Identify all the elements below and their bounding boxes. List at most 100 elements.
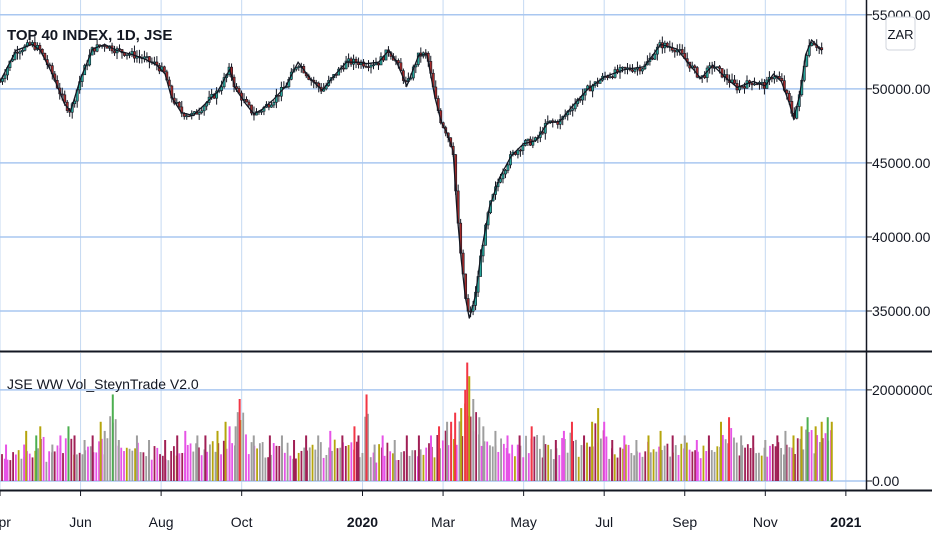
volume-bar [533, 436, 536, 481]
currency-badge[interactable]: ZAR [885, 16, 916, 51]
volume-bar [649, 452, 652, 481]
volume-bar [724, 439, 727, 481]
volume-bar [195, 443, 197, 481]
volume-bar [156, 447, 159, 481]
volume-bar [813, 453, 816, 481]
volume-bar [400, 452, 403, 481]
volume-bar [51, 444, 54, 481]
candle-body [63, 94, 67, 103]
time-axis: Apr Jun Aug Oct 2020 Mar May Jul Sep Nov 2021 [0, 491, 862, 530]
volume-bar [283, 452, 286, 481]
candle-body [103, 45, 106, 47]
candle-body [272, 101, 276, 106]
volume-bar [518, 435, 521, 481]
volume-bar [353, 426, 356, 481]
volume-bar [422, 454, 425, 481]
candle-body [197, 112, 201, 115]
volume-bar [170, 450, 173, 481]
candle-body [653, 53, 657, 60]
volume-bar [350, 442, 353, 481]
volume-bar [446, 421, 449, 481]
candle-body [260, 110, 263, 113]
volume-bar [314, 449, 317, 481]
candle-body [578, 99, 582, 101]
volume-bar [178, 453, 181, 481]
volume-bar [466, 362, 469, 481]
volume-bar [197, 447, 200, 481]
chart-title: TOP 40 INDEX, 1D, JSE [7, 27, 172, 44]
candle-body [608, 76, 612, 79]
volume-bar [14, 454, 17, 481]
volume-bar [167, 460, 170, 481]
candle-body [755, 83, 759, 86]
volume-bar [506, 435, 509, 481]
volume-bar [444, 430, 447, 481]
volume-bar [355, 441, 358, 481]
price-axis-label: 45000.00 [872, 155, 931, 171]
price-axis-label: 40000.00 [872, 229, 931, 245]
volume-bar [577, 456, 580, 481]
candle-body [374, 62, 378, 66]
volume-bar [826, 417, 829, 481]
volume-bar [286, 442, 289, 481]
candle-body [3, 74, 7, 79]
volume-bar [810, 430, 813, 481]
volume-bar [228, 426, 231, 481]
volume-bar [749, 448, 752, 481]
time-axis-label: Jul [595, 514, 613, 530]
candle-body [772, 76, 776, 80]
volume-bar [319, 442, 322, 481]
candle-body [270, 104, 273, 108]
time-axis-label: 2021 [830, 514, 861, 530]
volume-bar [436, 435, 439, 481]
volume-bar [216, 430, 219, 481]
volume-bar [181, 452, 184, 481]
volume-bar [453, 439, 455, 481]
volume-bar [536, 434, 539, 481]
volume-bar [655, 451, 658, 481]
volume-bar [658, 446, 661, 481]
volume-bar [707, 435, 710, 481]
volume-bar [247, 454, 250, 481]
candle-body [367, 66, 370, 68]
volume-bar [325, 455, 328, 481]
volume-bar [544, 444, 547, 481]
volume-bar [460, 408, 463, 481]
volume-bar [586, 442, 588, 481]
volume-axis-label: 0.00 [872, 473, 899, 489]
price-line [0, 38, 823, 319]
candle-body [780, 78, 784, 81]
volume-bar [131, 450, 134, 481]
volume-bar [222, 440, 225, 481]
time-axis-label: 2020 [347, 514, 378, 530]
candle-body [521, 145, 525, 151]
volume-bar [365, 394, 368, 481]
volume-bar [134, 448, 136, 481]
volume-bar [267, 457, 270, 481]
candle-body [678, 49, 682, 51]
volume-bar [28, 453, 31, 481]
volume-bar [5, 444, 8, 481]
volume-bar [392, 453, 394, 481]
volume-bar [764, 440, 767, 481]
volume-bar [475, 412, 478, 481]
volume-bar [807, 432, 810, 481]
volume-bar [42, 436, 45, 481]
volume-bar [238, 399, 241, 481]
volume-bar [744, 447, 746, 481]
volume-bar [508, 453, 511, 481]
volume-bar [502, 443, 505, 481]
volume-bar [691, 451, 694, 481]
volume-bar [150, 459, 153, 481]
candle-body [357, 62, 360, 65]
volume-bar [98, 441, 100, 481]
volume-bar [214, 451, 217, 481]
volume-bar [408, 455, 411, 481]
candle-body [177, 102, 181, 108]
candle-body [344, 60, 348, 70]
volume-bar [231, 443, 234, 481]
volume-bar [683, 435, 686, 481]
volume-bar [331, 450, 333, 481]
candle-body [777, 76, 781, 79]
volume-bar [70, 438, 73, 481]
